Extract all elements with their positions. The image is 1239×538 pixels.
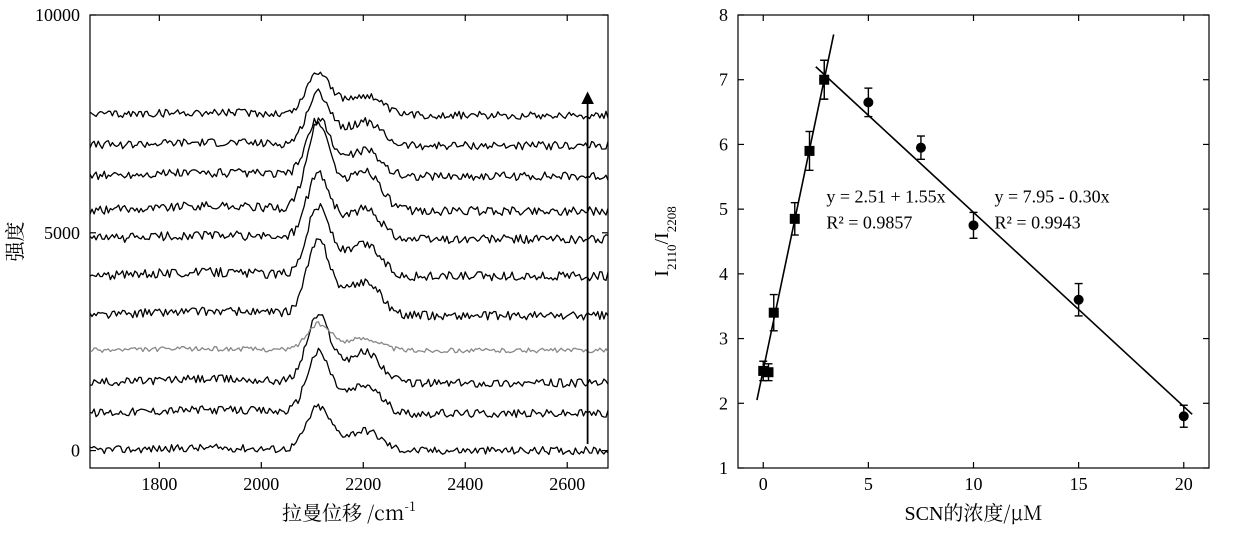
fit-r2: R² = 0.9857 xyxy=(826,213,912,233)
svg-text:3: 3 xyxy=(719,329,728,349)
fit-equation: y = 7.95 - 0.30x xyxy=(995,187,1110,207)
right-panel: 0 5 10 15 20 1 2 3 4 5 6 7 8 SCN的浓度/µM I2110/I2208 y = … xyxy=(638,0,1239,538)
svg-text:强度: 强度 xyxy=(0,222,28,262)
svg-text:2200: 2200 xyxy=(345,474,381,494)
svg-text:5: 5 xyxy=(719,199,728,219)
left-panel: 1800 2000 2200 2400 2600 0 5000 10000 拉曼位移 /cm-1… xyxy=(0,0,638,538)
svg-text:0: 0 xyxy=(759,474,768,494)
svg-text:5: 5 xyxy=(864,474,873,494)
svg-text:拉曼位移 /cm-1: 拉曼位移 /cm-1 xyxy=(282,496,416,527)
svg-text:4: 4 xyxy=(719,264,728,284)
svg-text:8: 8 xyxy=(719,5,728,25)
svg-text:SCN的浓度/µM: SCN的浓度/µM xyxy=(905,497,1043,526)
svg-text:5000: 5000 xyxy=(44,223,80,243)
svg-text:7: 7 xyxy=(719,70,728,90)
svg-text:2600: 2600 xyxy=(549,474,585,494)
svg-text:2400: 2400 xyxy=(447,474,483,494)
svg-text:I2110/I2208: I2110/I2208 xyxy=(651,206,679,276)
svg-text:1800: 1800 xyxy=(141,474,177,494)
spectra-chart: 1800 2000 2200 2400 2600 0 5000 10000 拉曼位移 /cm-1… xyxy=(0,0,638,538)
svg-text:15: 15 xyxy=(1070,474,1088,494)
svg-text:10: 10 xyxy=(965,474,983,494)
page-root: 180020002200240026000500010000拉曼位移 /cm-1… xyxy=(0,0,1239,538)
svg-text:1: 1 xyxy=(719,458,728,478)
svg-text:2000: 2000 xyxy=(243,474,279,494)
fit-r2: R² = 0.9943 xyxy=(995,213,1081,233)
svg-text:10000: 10000 xyxy=(35,5,80,25)
svg-text:0: 0 xyxy=(71,441,80,461)
calibration-chart: 0 5 10 15 20 1 2 3 4 5 6 7 8 SCN的浓度/µM I2110/I2208 y = … xyxy=(638,0,1239,538)
fit-equation: y = 2.51 + 1.55x xyxy=(826,187,945,207)
svg-text:2: 2 xyxy=(719,393,728,413)
svg-text:20: 20 xyxy=(1175,474,1193,494)
svg-text:6: 6 xyxy=(719,134,728,154)
